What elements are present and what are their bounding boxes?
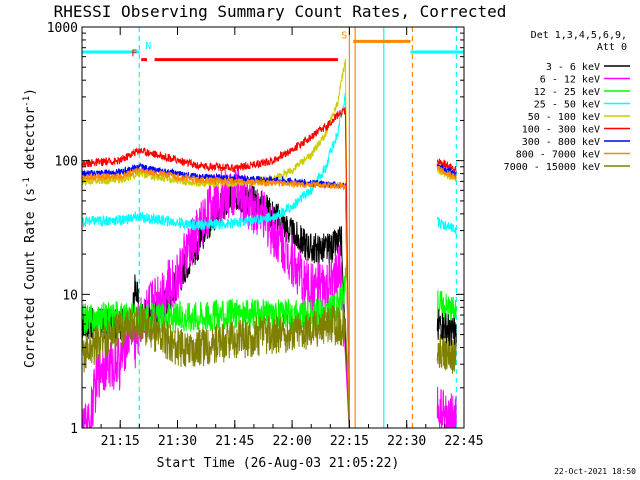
y-axis-label-main: Corrected Count Rate (s <box>23 188 38 368</box>
legend-header-1: Att 0 <box>597 42 627 53</box>
legend-label-1: 6 - 12 keV <box>540 75 600 86</box>
legend-label-0: 3 - 6 keV <box>546 62 600 73</box>
legend-label-7: 800 - 7000 keV <box>516 150 600 161</box>
y-axis-label-sup2: -1 <box>22 96 32 107</box>
series-5 <box>82 107 350 428</box>
flag-label-F: F <box>131 49 137 60</box>
x-tick-label-1: 21:30 <box>158 434 197 449</box>
after-gap-series-5 <box>436 290 457 326</box>
x-tick-label-5: 22:30 <box>387 434 426 449</box>
x-tick-label-2: 21:45 <box>215 434 254 449</box>
legend-label-6: 300 - 800 keV <box>522 137 600 148</box>
y-tick-label-1: 10 <box>62 288 78 303</box>
legend-label-5: 100 - 300 keV <box>522 125 600 136</box>
plot-clip-group <box>82 27 464 428</box>
series-4 <box>82 58 350 428</box>
legend-label-4: 50 - 100 keV <box>528 112 600 123</box>
y-tick-label-3: 1000 <box>47 21 78 36</box>
y-axis-label-sup1: -1 <box>22 177 32 188</box>
y-axis-label: Corrected Count Rate (s-1 detector-1) <box>22 88 38 368</box>
flag-label-S: S <box>341 30 347 41</box>
series-7 <box>82 166 350 428</box>
after-gap-series-6 <box>436 332 457 374</box>
x-tick-label-3: 22:00 <box>273 434 312 449</box>
x-tick-label-6: 22:45 <box>444 434 483 449</box>
legend: Det 1,3,4,5,6,9,Att 0 3 - 6 keV 6 - 12 keV… <box>504 30 630 173</box>
timestamp: 22-Oct-2021 18:50 <box>554 467 636 476</box>
legend-header-0: Det 1,3,4,5,6,9, <box>531 30 627 41</box>
flag-label-N: N <box>145 41 151 52</box>
after-gap-series-0 <box>436 158 457 175</box>
series-3 <box>82 93 350 428</box>
series-8 <box>82 305 350 428</box>
after-gap-series-3 <box>436 165 457 180</box>
legend-label-8: 7000 - 15000 keV <box>504 162 600 173</box>
after-gap-series-7 <box>436 309 457 347</box>
legend-label-2: 12 - 25 keV <box>534 87 600 98</box>
legend-label-3: 25 - 50 keV <box>534 100 600 111</box>
chart-title: RHESSI Observing Summary Count Rates, Co… <box>54 2 507 21</box>
x-tick-label-0: 21:15 <box>101 434 140 449</box>
series-2 <box>82 264 350 428</box>
y-tick-label-0: 1 <box>70 422 78 437</box>
after-gap-series-8 <box>436 386 457 428</box>
y-axis-label-mid: detector <box>23 107 38 178</box>
y-tick-label-2: 100 <box>55 155 78 170</box>
after-gap-series-4 <box>436 216 457 235</box>
y-axis-label-end: ) <box>23 88 38 96</box>
axes: 21:15 21:30 21:45 22:00 22:15 22:30 22:45 1 10 10… <box>47 21 484 449</box>
plot-area: NF S <box>82 27 464 428</box>
x-tick-label-4: 22:15 <box>330 434 369 449</box>
x-axis-label: Start Time (26-Aug-03 21:05:22) <box>157 456 400 471</box>
